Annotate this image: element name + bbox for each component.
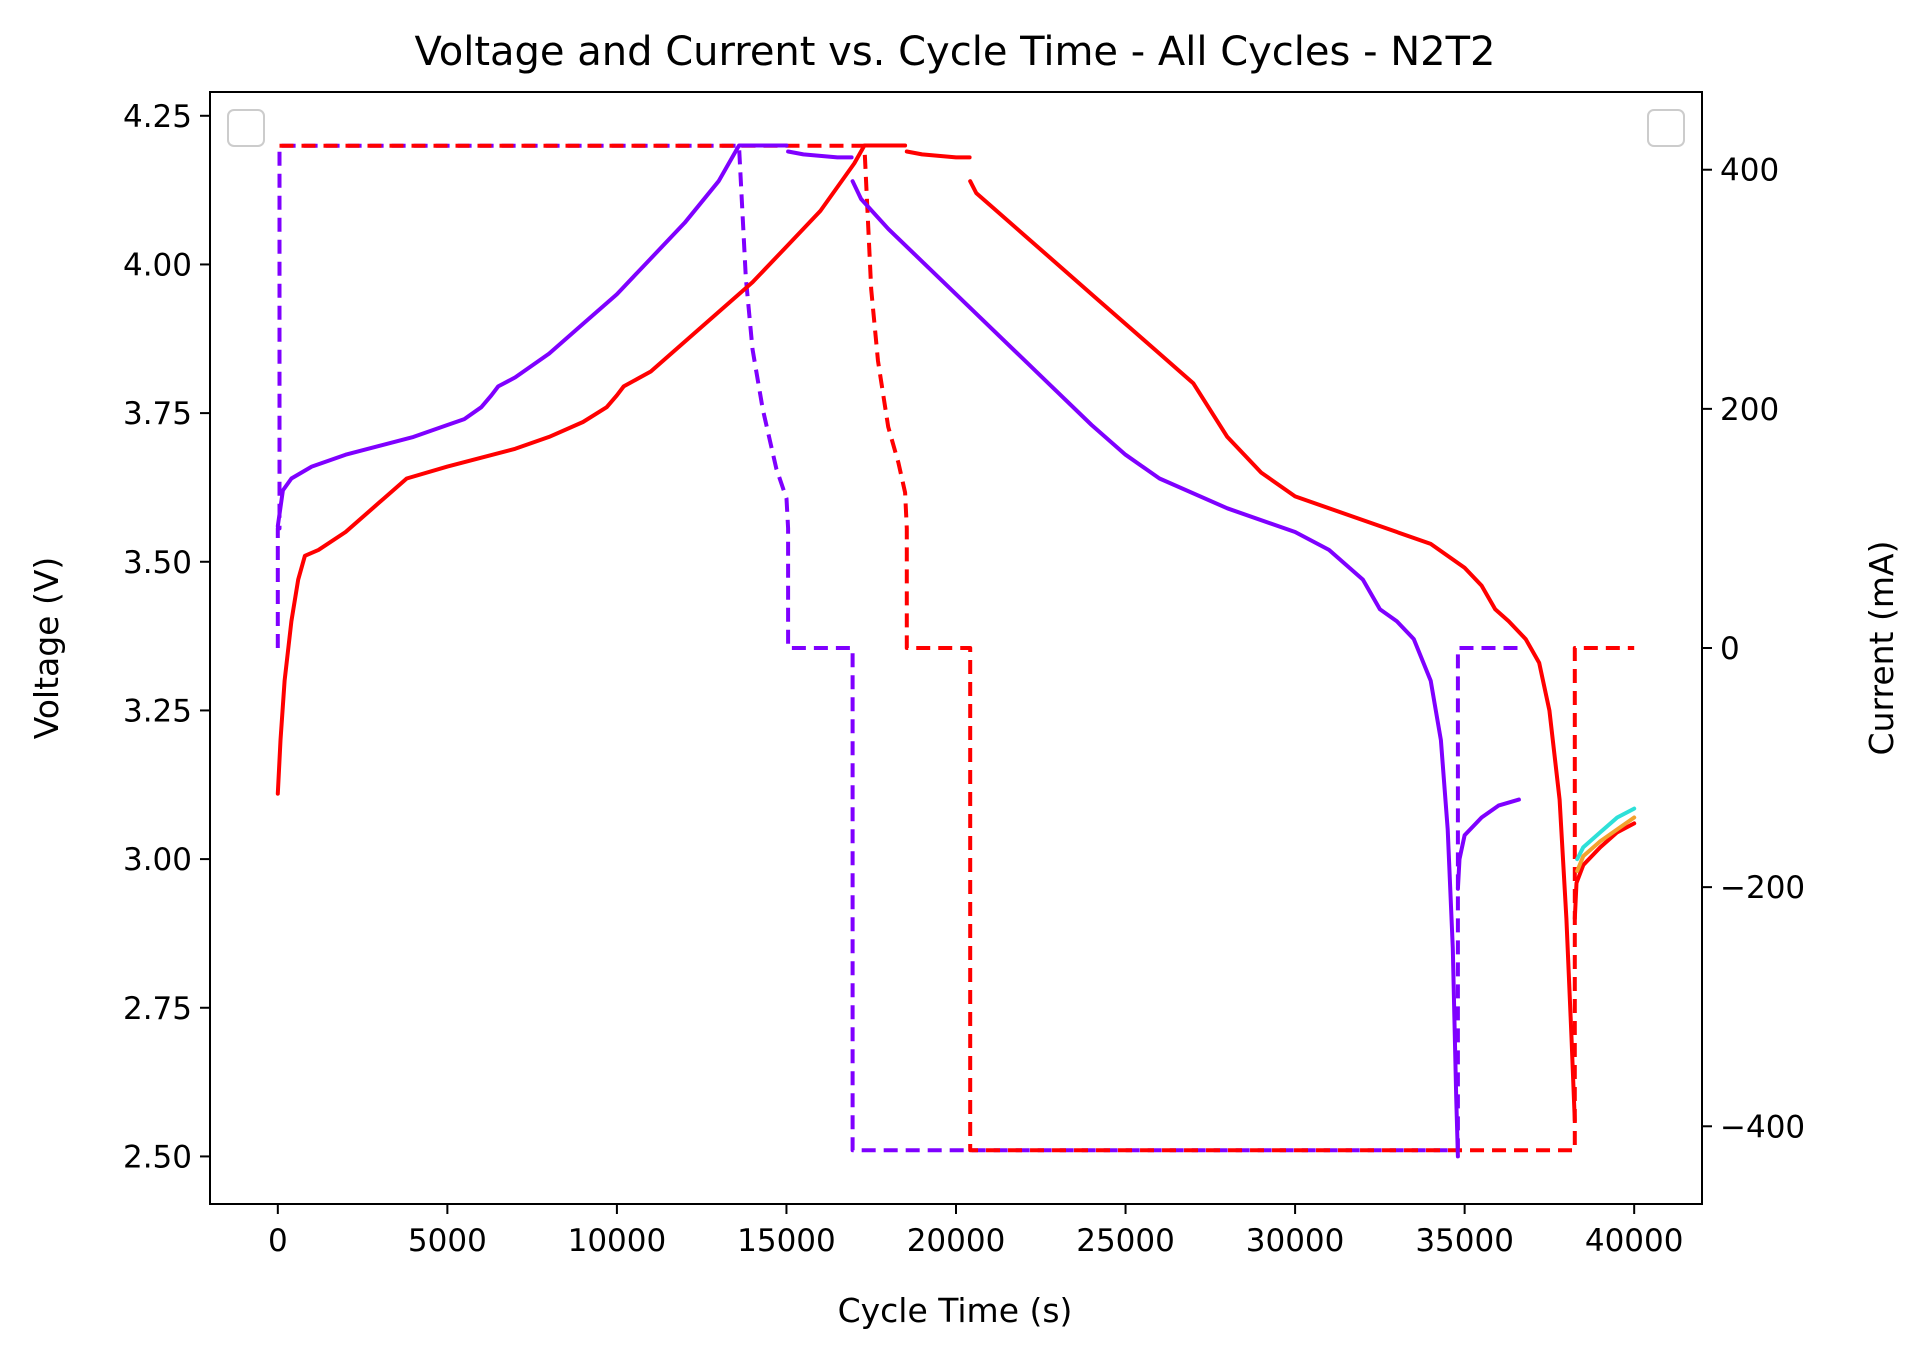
left-y-tick-label: 4.00 — [123, 247, 192, 283]
x-tick-label: 25000 — [1076, 1223, 1175, 1259]
voltage-series-line-1-segment-1 — [275, 143, 789, 529]
voltage-series-line-3-segment-1 — [1575, 806, 1637, 862]
voltage-series-line-1-segment-3 — [850, 179, 1460, 1159]
x-tick-label: 0 — [268, 1223, 288, 1259]
right-y-tick-label: 400 — [1720, 153, 1779, 189]
voltage-series-line-1-segment-2 — [786, 149, 854, 160]
legend-left — [227, 109, 265, 147]
x-tick-label: 15000 — [737, 1223, 836, 1259]
x-tick-label: 40000 — [1585, 1223, 1684, 1259]
right-y-tick-label: −400 — [1720, 1109, 1805, 1145]
voltage-series-line-2-segment-3 — [968, 179, 1577, 1123]
voltage-series-line-2-segment-4 — [1572, 821, 1637, 921]
right-y-tick-label: 200 — [1720, 392, 1779, 428]
voltage-series-line-2-segment-2 — [904, 149, 972, 160]
voltage-series-line-4-segment-1 — [1575, 815, 1637, 873]
left-y-axis-ticks: 2.50 2.75 3.00 3.25 3.50 3.75 4.00 4.25 — [123, 99, 210, 1175]
x-tick-label: 5000 — [408, 1223, 487, 1259]
right-y-tick-label: 0 — [1720, 631, 1740, 667]
x-axis-ticks: 0 5000 10000 15000 20000 25000 30000 35000 40000 — [268, 1204, 1684, 1259]
voltage-series-line-2-segment-1 — [275, 143, 908, 796]
x-axis-label: Cycle Time (s) — [838, 1291, 1073, 1330]
x-tick-label: 20000 — [907, 1223, 1006, 1259]
left-y-tick-label: 4.25 — [123, 99, 192, 135]
current-series-line-1 — [275, 143, 1519, 1153]
right-y-axis-ticks: −400 −200 0 200 400 — [1702, 153, 1805, 1145]
left-y-tick-label: 3.25 — [123, 693, 192, 729]
chart-title: Voltage and Current vs. Cycle Time - All… — [415, 29, 1496, 75]
left-y-tick-label: 2.50 — [123, 1139, 192, 1175]
voltage-series-line-1-segment-4 — [1455, 797, 1521, 891]
left-y-axis-label: Voltage (V) — [27, 557, 66, 740]
left-y-tick-label: 2.75 — [123, 991, 192, 1027]
left-y-tick-label: 3.00 — [123, 842, 192, 878]
left-y-tick-label: 3.75 — [123, 396, 192, 432]
current-series-group — [275, 143, 1635, 1153]
x-tick-label: 10000 — [568, 1223, 667, 1259]
legend-right — [1647, 109, 1685, 147]
voltage-series-group — [275, 143, 1637, 1159]
right-y-axis-label: Current (mA) — [1862, 541, 1901, 756]
plot-area — [275, 143, 1637, 1159]
left-y-tick-label: 3.50 — [123, 545, 192, 581]
x-tick-label: 30000 — [1246, 1223, 1345, 1259]
current-series-line-2 — [279, 143, 1635, 1153]
x-tick-label: 35000 — [1415, 1223, 1514, 1259]
right-y-tick-label: −200 — [1720, 870, 1805, 906]
